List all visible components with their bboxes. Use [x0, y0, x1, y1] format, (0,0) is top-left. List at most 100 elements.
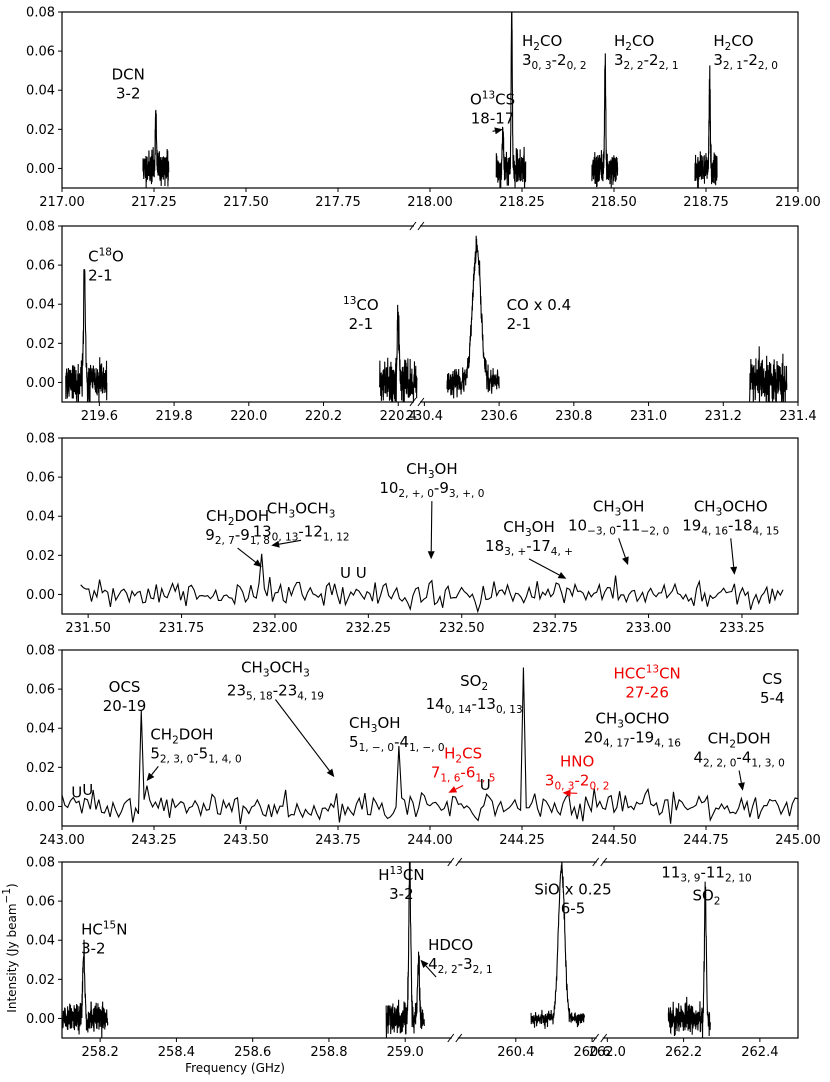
x-tick-label: 244.50 [591, 833, 637, 848]
y-tick-label: 0.04 [26, 84, 55, 99]
y-tick-label: 0.02 [26, 761, 55, 776]
line-label: CH3OH 51, −, 0-41, −, 0 [349, 714, 445, 754]
line-label-highlight: HCC13CN 27-26 [613, 663, 680, 701]
x-tick-label: 230.4 [406, 409, 443, 424]
x-tick-label: 244.75 [683, 833, 729, 848]
line-label: CH2DOH 52, 3, 0-51, 4, 0 [150, 725, 241, 765]
axis-break-mark [447, 857, 455, 867]
label-arrowhead [271, 540, 280, 548]
y-tick-label: 0.06 [26, 471, 55, 486]
label-arrowhead [494, 127, 503, 135]
y-tick-label: 0.02 [26, 123, 55, 138]
axis-break-mark [455, 857, 463, 867]
x-tick-label: 218.75 [683, 195, 729, 210]
label-arrowhead [562, 789, 571, 797]
spectrum-trace [385, 862, 425, 1038]
line-label: CH3OCH3 235, 18-234, 19 [227, 658, 324, 702]
line-label: CH3OH 10−3, 0-11−2, 0 [568, 497, 669, 537]
x-tick-label: 217.75 [315, 195, 361, 210]
x-tick-label: 220.4 [380, 409, 417, 424]
line-label: U [71, 784, 82, 802]
axis-break-mark [600, 857, 608, 867]
x-tick-label: 260.6 [573, 1045, 610, 1060]
axis-break-mark [592, 857, 600, 867]
line-label: 113, 9-112, 10 SO2 [661, 864, 751, 908]
label-arrowhead [737, 782, 745, 791]
spectrum-trace [530, 862, 585, 1029]
label-arrow [279, 539, 302, 545]
x-tick-label: 245.00 [775, 833, 821, 848]
x-tick-label: 219.00 [775, 195, 821, 210]
y-tick-label: 0.04 [26, 298, 55, 313]
label-arrow [455, 785, 464, 790]
x-tick-label: 243.25 [131, 833, 177, 848]
y-tick-label: 0.00 [26, 588, 55, 603]
x-tick-label: 219.8 [155, 409, 192, 424]
spectrum-panel-1: 0.08 0.06 0.04 0.02 0.00 217.00 217.25 217.50 21… [26, 6, 821, 211]
y-tick-label: 0.06 [26, 683, 55, 698]
spectrum-trace [694, 65, 718, 188]
x-tick-label: 233.25 [719, 621, 765, 636]
line-label: CH3OH 102, +, 0-93, +, 0 [379, 460, 484, 500]
y-tick-label: 0.04 [26, 510, 55, 525]
x-tick-label: 262.2 [665, 1045, 702, 1060]
y-tick-label: 0.02 [26, 973, 55, 988]
spectrum-trace [142, 109, 170, 188]
spectrum-trace [495, 12, 527, 188]
spectrum-trace [748, 346, 788, 402]
y-tick-label: 0.06 [26, 895, 55, 910]
line-label-highlight: H2CS 71, 6-61, 5 [431, 745, 496, 785]
y-tick-label: 0.00 [26, 162, 55, 177]
x-tick-label: 244.00 [407, 833, 453, 848]
line-label: SiO x 0.25 6-5 [534, 880, 611, 917]
line-label: H2CO 32, 2-22, 1 [614, 32, 679, 72]
x-tick-label: 258.6 [234, 1045, 271, 1060]
spectrum-panel-3: 0.08 0.06 0.04 0.02 0.00 231.50 231.75 232.00 23… [26, 432, 799, 636]
x-tick-label: 258.8 [310, 1045, 347, 1060]
label-arrowhead [146, 772, 155, 782]
axis-break-mark [417, 221, 425, 231]
line-label: U U [340, 564, 367, 582]
x-tick-label: 217.25 [131, 195, 177, 210]
spectrum-panel-4: 0.08 0.06 0.04 0.02 0.00 243.00 243.25 243.50 24… [26, 644, 821, 849]
label-arrowhead [326, 768, 335, 778]
line-label: CO x 0.4 2-1 [507, 296, 572, 333]
line-label: C18O 2-1 [88, 247, 124, 285]
label-arrowhead [253, 559, 262, 568]
axes-frame [61, 437, 799, 615]
line-label: CH2DOH 42, 2, 0-41, 3, 0 [693, 729, 784, 769]
spectrum-trace [667, 881, 711, 1038]
y-tick-label: 0.08 [26, 644, 55, 659]
spectrum-panel-5: 0.08 0.06 0.04 0.02 0.00 258.2 258.4 258.6 258.8… [1, 856, 799, 1075]
x-tick-label: 217.00 [39, 195, 85, 210]
x-tick-label: 231.4 [779, 409, 816, 424]
y-tick-label: 0.06 [26, 259, 55, 274]
x-axis-title: Frequency (GHz) [185, 1061, 285, 1075]
line-label: U [82, 781, 93, 799]
x-tick-label: 230.6 [481, 409, 518, 424]
line-label: H2CO 32, 1-22, 0 [713, 32, 778, 72]
x-tick-label: 232.75 [532, 621, 578, 636]
label-arrowhead [448, 786, 458, 793]
label-arrow [528, 558, 560, 576]
x-tick-label: 231.75 [159, 621, 205, 636]
label-arrow [738, 770, 742, 784]
x-tick-label: 262.0 [589, 1045, 626, 1060]
label-arrowhead [420, 959, 429, 969]
x-tick-label: 232.25 [346, 621, 392, 636]
y-tick-label: 0.08 [26, 6, 55, 21]
line-label: HC15N 3-2 [81, 920, 127, 958]
y-tick-label: 0.04 [26, 934, 55, 949]
label-arrowhead [730, 566, 738, 575]
axis-break-mark [600, 1033, 608, 1043]
line-label: SO2 140, 14-130, 13 [426, 672, 523, 716]
y-tick-label: 0.00 [26, 1012, 55, 1027]
x-tick-label: 231.2 [705, 409, 742, 424]
x-tick-label: 232.00 [252, 621, 298, 636]
line-label: DCN 3-2 [112, 65, 145, 102]
axis-break-mark [409, 397, 417, 407]
label-arrowhead [427, 551, 435, 560]
spectrum-trace [80, 553, 784, 614]
x-tick-label: 218.25 [499, 195, 545, 210]
x-tick-label: 243.50 [223, 833, 269, 848]
